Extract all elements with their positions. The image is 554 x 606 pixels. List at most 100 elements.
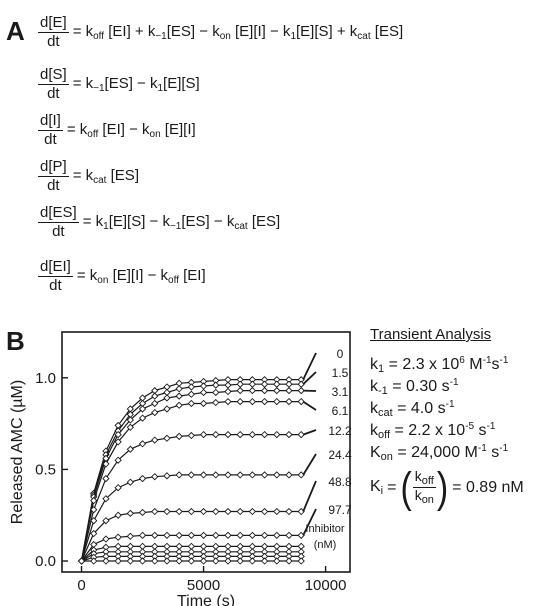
data-point bbox=[199, 382, 208, 390]
data-point bbox=[163, 434, 171, 442]
data-point bbox=[224, 531, 232, 539]
data-point bbox=[273, 471, 281, 479]
data-point bbox=[163, 557, 171, 565]
equation-fraction: d[ES] dt bbox=[38, 204, 79, 240]
data-point bbox=[151, 507, 159, 516]
data-point bbox=[248, 507, 257, 516]
data-point bbox=[199, 430, 208, 439]
equation-denominator: dt bbox=[49, 276, 62, 294]
series-label: 24.4 bbox=[328, 448, 352, 462]
data-point bbox=[126, 557, 134, 565]
x-tick-label: 5000 bbox=[187, 577, 220, 594]
data-point bbox=[273, 507, 281, 516]
series-label: 1.5 bbox=[332, 366, 349, 380]
data-point bbox=[102, 474, 110, 483]
data-point bbox=[163, 405, 171, 413]
data-point bbox=[114, 438, 122, 446]
data-point bbox=[273, 380, 281, 388]
data-point bbox=[151, 399, 159, 408]
data-point bbox=[77, 557, 86, 565]
equation-fraction: d[S] dt bbox=[38, 65, 69, 102]
data-point bbox=[260, 397, 269, 406]
data-point bbox=[163, 507, 171, 516]
data-point bbox=[199, 471, 208, 479]
equation-row: d[S] dt = k−1[ES] − k1[E][S] bbox=[38, 64, 200, 104]
series-leader-line bbox=[302, 429, 317, 436]
x-tick-label: 10000 bbox=[305, 577, 347, 594]
data-point bbox=[138, 474, 147, 483]
series-label: 3.1 bbox=[332, 385, 349, 399]
equation-fraction: d[I] dt bbox=[38, 112, 63, 148]
ki-den-sub: on bbox=[421, 494, 434, 507]
data-point bbox=[260, 380, 269, 388]
data-point bbox=[273, 386, 281, 395]
data-point bbox=[187, 557, 195, 565]
data-point bbox=[126, 423, 134, 431]
series-leader-line bbox=[302, 480, 317, 512]
data-point bbox=[187, 431, 195, 440]
series-leader-line bbox=[302, 371, 317, 385]
data-point bbox=[285, 557, 293, 565]
panel-b-label: B bbox=[6, 326, 25, 356]
data-point bbox=[187, 531, 195, 539]
equation-denominator: dt bbox=[44, 130, 57, 148]
data-point bbox=[236, 531, 244, 539]
data-point bbox=[297, 557, 305, 565]
rate-constant-line: koff = 2.2 x 10-5 s-1 bbox=[370, 421, 496, 441]
data-point bbox=[102, 535, 110, 543]
equation-denominator: dt bbox=[47, 32, 60, 50]
transient-analysis-panel: Transient Analysis k1 = 2.3 x 106 M-1s-1… bbox=[370, 326, 554, 509]
data-point bbox=[248, 531, 257, 539]
data-point bbox=[285, 471, 293, 479]
data-point bbox=[102, 495, 110, 503]
data-point bbox=[248, 471, 257, 479]
data-point bbox=[224, 430, 232, 439]
data-point bbox=[224, 557, 232, 565]
equation-numerator: d[E] bbox=[38, 13, 69, 33]
data-point bbox=[212, 531, 220, 539]
equation-denominator: dt bbox=[47, 84, 60, 102]
rate-constant-line: k-1 = 0.30 s-1 bbox=[370, 377, 459, 397]
equation-rhs: = k−1[ES] − k1[E][S] bbox=[72, 74, 200, 94]
data-point bbox=[248, 430, 257, 439]
data-point bbox=[102, 460, 110, 468]
data-point bbox=[175, 557, 183, 565]
data-point bbox=[236, 507, 244, 516]
data-point bbox=[138, 440, 147, 448]
y-tick-label: 0.0 bbox=[35, 553, 56, 570]
data-point bbox=[90, 496, 98, 505]
equation-row: d[EI] dt = kon [E][I] − koff [EI] bbox=[38, 256, 206, 296]
data-point bbox=[175, 471, 183, 479]
inhibitor-unit-label: (nM) bbox=[314, 539, 337, 551]
data-point bbox=[199, 531, 208, 539]
data-point bbox=[260, 430, 269, 439]
data-point bbox=[102, 517, 110, 525]
data-point bbox=[273, 531, 281, 539]
data-point bbox=[102, 557, 110, 565]
data-point bbox=[175, 531, 183, 539]
data-point bbox=[151, 557, 159, 565]
data-point bbox=[285, 380, 293, 388]
data-point bbox=[212, 430, 220, 439]
data-point bbox=[273, 430, 281, 439]
equation-numerator: d[S] bbox=[38, 65, 69, 85]
rate-constant-line: Kon = 24,000 M-1 s-1 bbox=[370, 443, 509, 463]
data-point bbox=[187, 471, 195, 479]
data-point bbox=[138, 557, 147, 565]
data-point bbox=[224, 507, 232, 516]
inhibitor-label: Inhibitor bbox=[305, 523, 344, 535]
data-point bbox=[187, 399, 195, 408]
data-point bbox=[273, 397, 281, 406]
equation-rhs: = koff [EI] + k−1[ES] − kon [E][I] − k1[… bbox=[72, 22, 404, 42]
data-point bbox=[138, 531, 147, 539]
data-point bbox=[297, 386, 305, 395]
data-point bbox=[236, 557, 244, 565]
data-point bbox=[260, 386, 269, 395]
equation-numerator: d[EI] bbox=[38, 257, 73, 277]
data-point bbox=[126, 416, 134, 424]
data-point bbox=[90, 506, 98, 514]
series-label: 6.1 bbox=[332, 404, 349, 418]
equation-row: d[ES] dt = k1[E][S] − k−1[ES] − kcat [ES] bbox=[38, 202, 280, 242]
data-point bbox=[236, 430, 244, 439]
series-label: 0 bbox=[337, 347, 344, 361]
